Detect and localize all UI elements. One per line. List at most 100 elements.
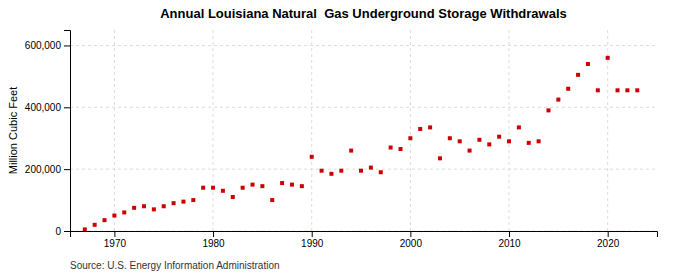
point [339,169,343,173]
point [162,204,166,208]
tick-label: 400,000 [25,102,62,113]
annotation: Source: U.S. Energy Information Administ… [70,260,280,271]
point [487,142,491,146]
point [635,88,639,92]
point [369,166,373,170]
grid-line [114,30,115,231]
point [438,156,442,160]
point [172,201,176,205]
tick-mark [312,231,313,237]
point [586,62,590,66]
point [625,88,629,92]
tick: 2010 [498,231,521,249]
point [537,139,541,143]
points [83,56,639,231]
point [103,218,107,222]
point [458,139,462,143]
tick-mark [608,231,609,237]
tick-label: 2020 [597,238,620,249]
plot-area: 1970 1980 1990 2000 2010 2020 0 200,000 400,000 6… [25,30,658,249]
point [181,200,185,204]
tick-mark [64,45,70,46]
point [290,183,294,187]
y-axis-label: Million Cubic Feet [7,87,19,174]
point [477,138,481,142]
grid-line [311,30,312,231]
point [616,88,620,92]
point [359,169,363,173]
point [418,127,422,131]
tick: 2020 [597,231,620,249]
point [546,108,550,112]
point [329,172,333,176]
point [270,198,274,202]
axis-line [64,31,71,232]
y-axis: 0 200,000 400,000 600,000 [25,31,71,237]
tick: 400,000 [25,102,70,113]
point [142,204,146,208]
point [389,146,393,150]
tick-mark [114,231,115,237]
point [83,227,87,231]
point [606,56,610,60]
tick-mark [509,231,510,237]
point [251,183,255,187]
grid-line [70,107,657,108]
point [379,170,383,174]
point [280,181,284,185]
tick-label: 0 [55,226,61,237]
point [152,207,156,211]
tick-mark [64,107,70,108]
tick-label: 2000 [400,238,423,249]
tick: 2000 [400,231,423,249]
point [408,136,412,140]
tick-mark [64,169,70,170]
tick-label: 2010 [498,238,521,249]
grid-line [70,45,657,46]
tick: 1990 [301,231,324,249]
point [576,73,580,77]
point [112,214,116,218]
x-axis: 1970 1980 1990 2000 2010 2020 [71,231,658,249]
point [260,184,264,188]
point [132,206,136,210]
point [566,87,570,91]
point [241,186,245,190]
point [300,184,304,188]
tick-mark [64,231,70,232]
point [507,139,511,143]
point [191,198,195,202]
point [320,169,324,173]
point [448,136,452,140]
point [201,186,205,190]
tick: 0 [55,226,70,237]
tick-label: 600,000 [25,40,62,51]
point [527,141,531,145]
chart: 1970 1980 1990 2000 2010 2020 0 200,000 400,000 6… [0,0,675,275]
title: Annual Louisiana Natural Gas Underground… [160,6,567,21]
point [231,195,235,199]
tick-mark [410,231,411,237]
grid-line [607,30,608,231]
point [596,88,600,92]
grid-line [70,169,657,170]
point [517,125,521,129]
point [556,98,560,102]
point [349,149,353,153]
point [122,210,126,214]
grid-line [410,30,411,231]
point [93,223,97,227]
tick-label: 1980 [202,238,225,249]
point [497,135,501,139]
axis-line [71,232,658,238]
grid-line [509,30,510,231]
grid [70,30,657,231]
tick: 1970 [104,231,127,249]
tick-label: 1970 [104,238,127,249]
tick-label: 200,000 [25,164,62,175]
point [211,186,215,190]
tick-mark [213,231,214,237]
tick: 200,000 [25,164,70,175]
point [310,155,314,159]
point [221,189,225,193]
